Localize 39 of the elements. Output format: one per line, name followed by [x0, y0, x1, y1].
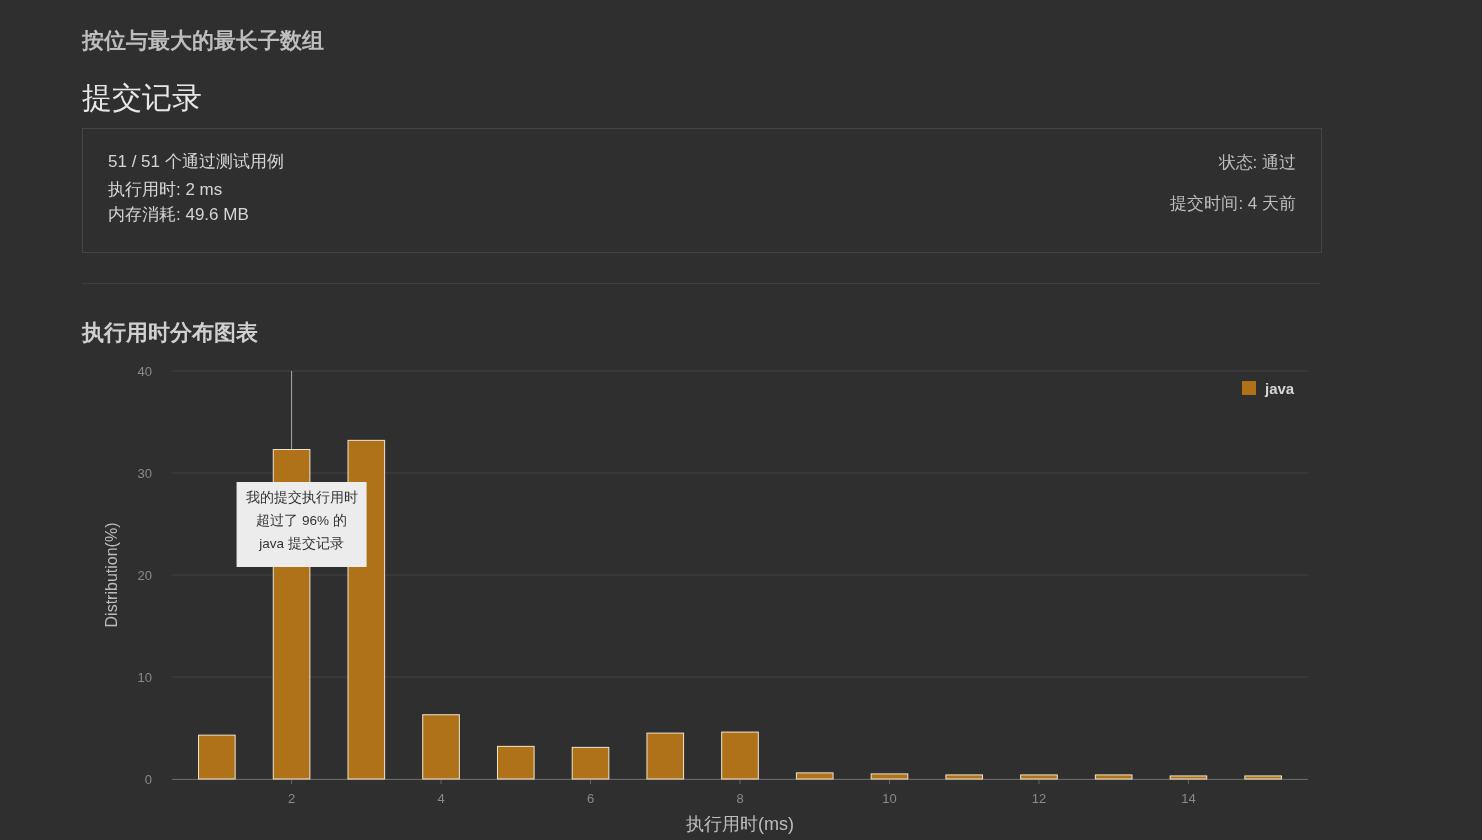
x-tick-label: 2 — [287, 791, 296, 806]
y-tick-label: 30 — [137, 466, 152, 481]
bar — [1020, 774, 1058, 780]
text: 执行用时: 2 ms — [108, 180, 223, 199]
text: 内存消耗: 49.6 MB — [108, 205, 249, 224]
x-tick-label: 6 — [586, 791, 595, 806]
bar — [1244, 775, 1282, 780]
text: 提交记录 — [82, 81, 202, 114]
bar — [571, 746, 610, 780]
bar — [198, 734, 236, 780]
y-tick-label: 0 — [144, 772, 152, 787]
y-axis-title: Distribution(%) — [103, 522, 120, 628]
bar — [496, 745, 535, 780]
x-tick-label: 12 — [1031, 791, 1047, 806]
bar — [422, 714, 460, 780]
legend-label: java — [1264, 380, 1295, 397]
x-axis-title: 执行用时(ms) — [686, 814, 794, 834]
bar — [646, 732, 685, 780]
text: 按位与最大的最长子数组 — [81, 28, 324, 53]
bar — [1169, 775, 1208, 780]
bar — [795, 772, 834, 780]
annotation: java 提交记录 — [258, 536, 344, 551]
y-tick-label: 10 — [137, 670, 152, 685]
y-tick-label: 20 — [137, 568, 152, 583]
bar — [870, 773, 909, 780]
text: 51 / 51 个通过测试用例 — [108, 152, 284, 171]
annotation: 我的提交执行用时 — [245, 490, 358, 505]
annotation: 超过了 96% 的 — [256, 513, 347, 528]
bar — [721, 731, 759, 780]
x-tick-label: 4 — [437, 791, 445, 806]
text: 提交时间: 4 天前 — [1170, 194, 1296, 213]
y-tick-label: 40 — [137, 364, 152, 379]
x-tick-label: 10 — [882, 791, 897, 806]
bar — [945, 774, 984, 780]
text: 状态: 通过 — [1217, 153, 1296, 172]
x-tick-label: 8 — [736, 791, 744, 806]
bar — [1094, 774, 1133, 780]
x-tick-label: 14 — [1181, 791, 1196, 806]
chart-title: 执行用时分布图表 — [81, 320, 258, 345]
